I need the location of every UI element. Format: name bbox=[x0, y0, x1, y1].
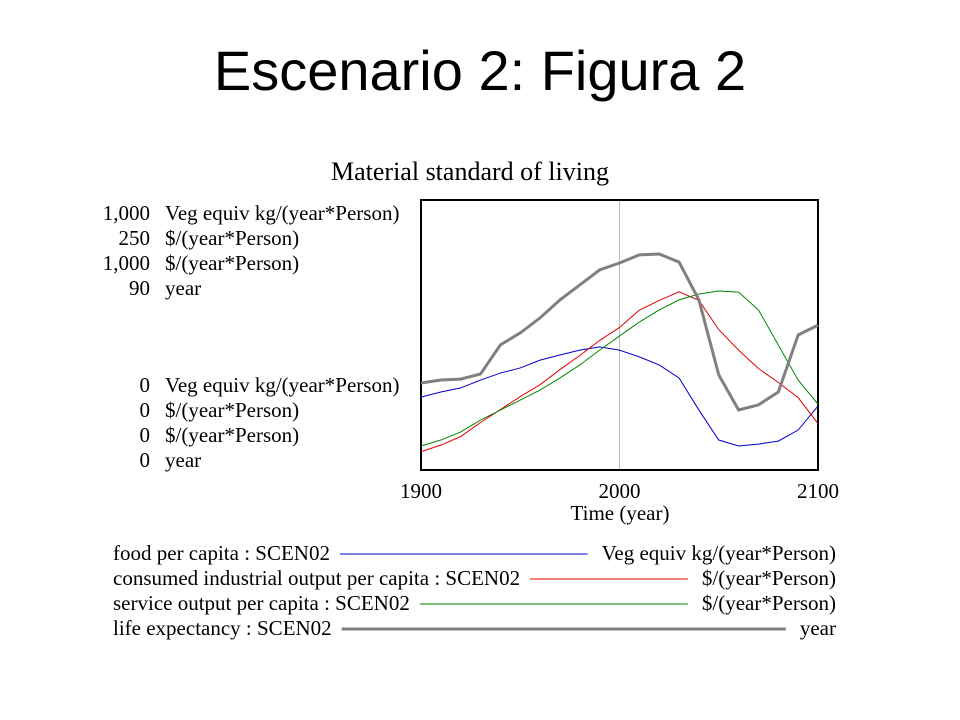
legend-label: food per capita : SCEN02 bbox=[113, 541, 330, 565]
y-unit-label: Veg equiv kg/(year*Person) bbox=[165, 201, 399, 225]
y-unit-label: $/(year*Person) bbox=[165, 226, 299, 250]
series-line bbox=[420, 291, 819, 453]
series-line bbox=[420, 252, 819, 412]
y-tick-label: 0 bbox=[140, 423, 151, 447]
x-tick-label: 1900 bbox=[400, 479, 442, 503]
series-line bbox=[420, 290, 819, 447]
x-axis-label: Time (year) bbox=[571, 501, 670, 525]
legend-unit: Veg equiv kg/(year*Person) bbox=[602, 541, 836, 565]
y-tick-label: 1,000 bbox=[103, 251, 150, 275]
chart-title: Material standard of living bbox=[331, 157, 609, 186]
y-unit-label: year bbox=[165, 276, 201, 300]
y-unit-label: $/(year*Person) bbox=[165, 251, 299, 275]
y-tick-label: 90 bbox=[129, 276, 150, 300]
slide-title: Escenario 2: Figura 2 bbox=[214, 39, 746, 102]
y-tick-label: 0 bbox=[140, 398, 151, 422]
legend-label: consumed industrial output per capita : … bbox=[113, 566, 520, 590]
y-tick-label: 1,000 bbox=[103, 201, 150, 225]
legend-unit: $/(year*Person) bbox=[702, 591, 836, 615]
plot-frame bbox=[420, 199, 819, 471]
y-unit-label: Veg equiv kg/(year*Person) bbox=[165, 373, 399, 397]
legend-unit: $/(year*Person) bbox=[702, 566, 836, 590]
y-unit-label: $/(year*Person) bbox=[165, 398, 299, 422]
y-unit-label: $/(year*Person) bbox=[165, 423, 299, 447]
y-tick-label: 250 bbox=[119, 226, 151, 250]
series-line bbox=[420, 346, 819, 447]
x-tick-label: 2000 bbox=[599, 479, 641, 503]
y-unit-label: year bbox=[165, 448, 201, 472]
x-tick-label: 2100 bbox=[797, 479, 839, 503]
legend-label: life expectancy : SCEN02 bbox=[113, 616, 332, 640]
legend-unit: year bbox=[800, 616, 836, 640]
y-tick-label: 0 bbox=[140, 373, 151, 397]
legend-label: service output per capita : SCEN02 bbox=[113, 591, 410, 615]
y-tick-label: 0 bbox=[140, 448, 151, 472]
